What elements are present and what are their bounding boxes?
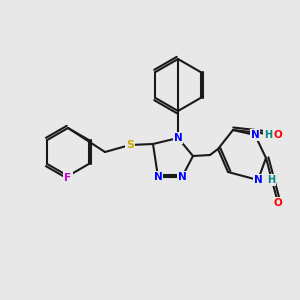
Text: O: O [274, 130, 282, 140]
Text: H: H [267, 175, 275, 185]
Text: N: N [154, 172, 162, 182]
Text: O: O [274, 198, 282, 208]
Text: H: H [264, 130, 272, 140]
Text: N: N [254, 175, 262, 185]
Text: N: N [174, 133, 182, 143]
Text: N: N [250, 130, 260, 140]
Text: N: N [178, 172, 186, 182]
Text: S: S [126, 140, 134, 150]
Text: F: F [64, 173, 72, 183]
